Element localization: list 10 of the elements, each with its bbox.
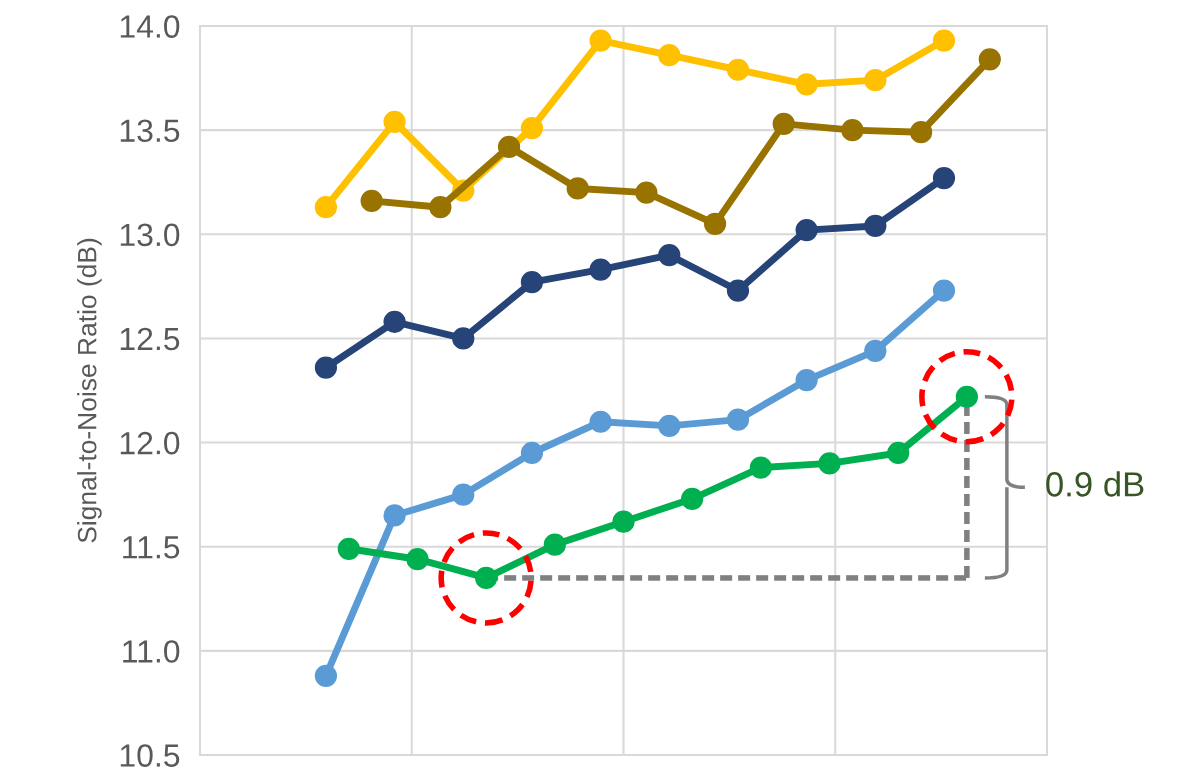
y-tick-label: 11.0 bbox=[123, 640, 180, 663]
y-tick-label: 13.0 bbox=[120, 223, 180, 247]
annotation: 0.9 dB bbox=[1046, 471, 1144, 497]
y-tick-label: 11.5 bbox=[123, 536, 180, 559]
y-tick-label: 13.5 bbox=[120, 119, 180, 143]
y-tick-label: 14.0 bbox=[120, 15, 180, 38]
y-tick-label: 10.5 bbox=[120, 744, 180, 767]
y-tick-label: 12.5 bbox=[120, 327, 180, 351]
y-axis-title: Signal-to-Noise Ratio (dB) bbox=[77, 238, 102, 543]
y-tick-label: 12.0 bbox=[120, 431, 180, 455]
